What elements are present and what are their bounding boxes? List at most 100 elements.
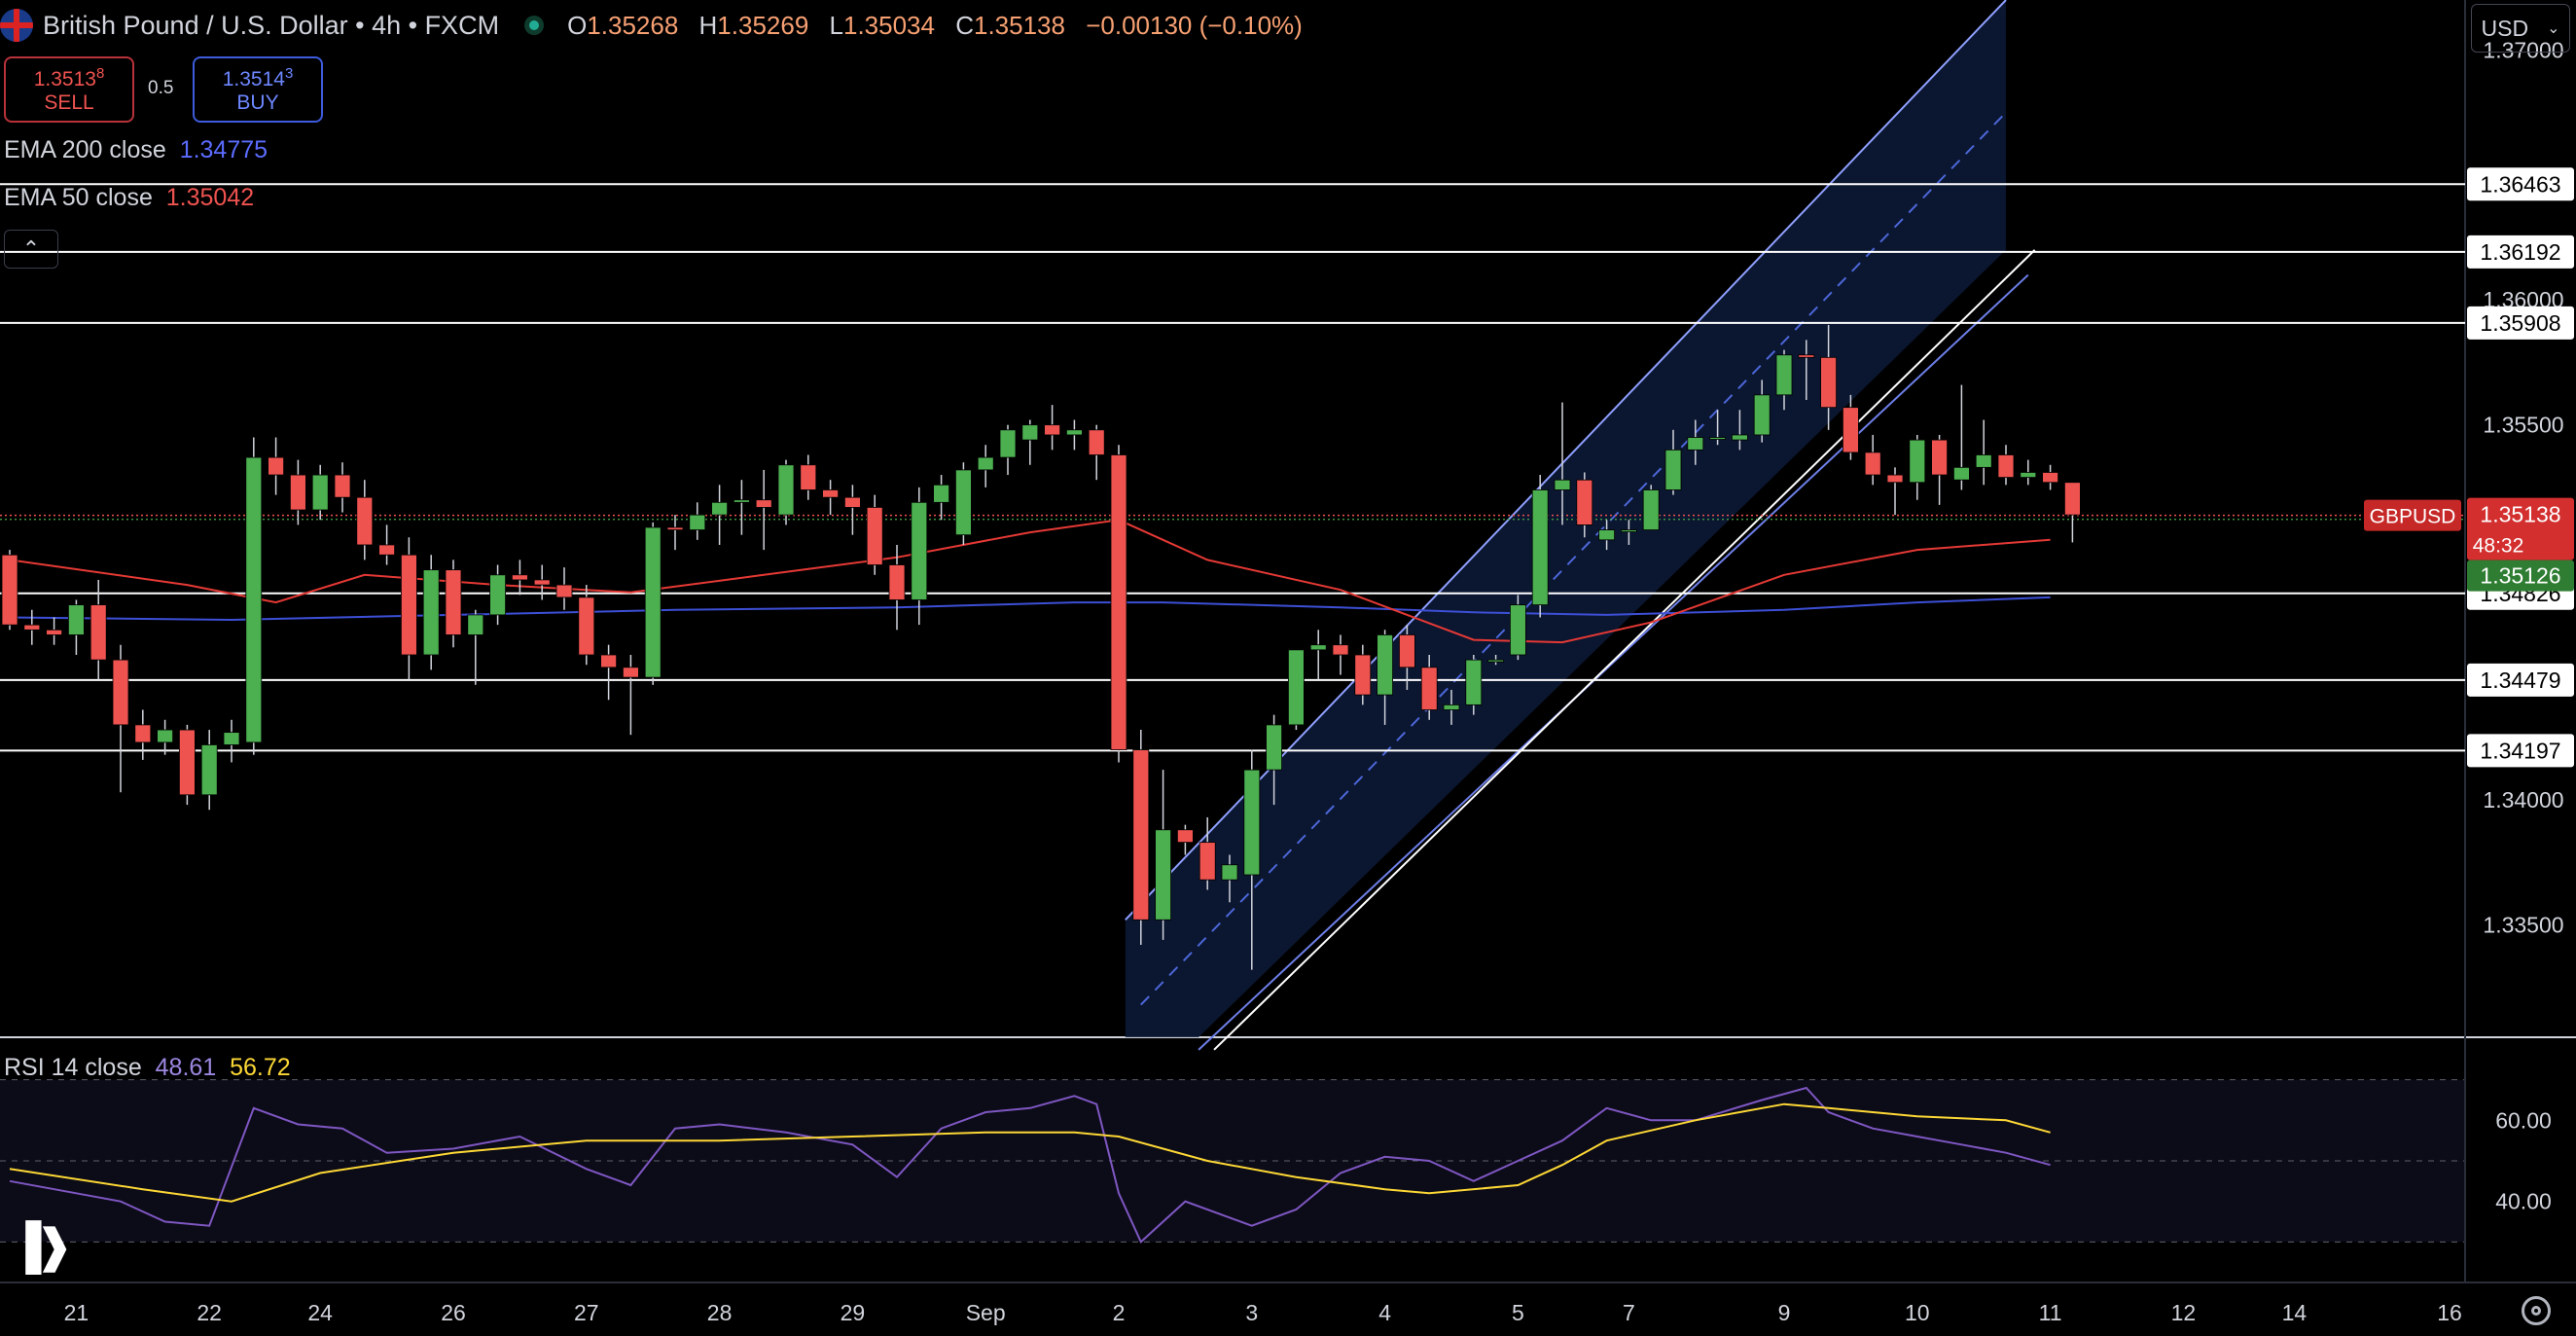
candle-body	[711, 501, 728, 516]
tradingview-logo[interactable]: ▐❱	[10, 1220, 73, 1271]
rsi-line	[9, 1086, 2051, 1244]
candle-body	[755, 499, 772, 508]
candle-body	[68, 604, 85, 635]
candle-body	[955, 469, 972, 536]
candle-body	[134, 724, 152, 743]
ohlc-values: O1.35268 H1.35269 L1.35034 C1.35138 −0.0…	[567, 10, 1303, 40]
chart-header: British Pound / U.S. Dollar • 4h • FXCM …	[0, 0, 1316, 51]
time-axis-tick: 2	[1113, 1300, 1126, 1325]
candle-body	[157, 729, 174, 743]
time-axis-tick: 10	[1905, 1300, 1930, 1325]
symbol-tag	[2364, 499, 2461, 531]
time-axis-tick: 3	[1245, 1300, 1258, 1325]
symbol-title[interactable]: British Pound / U.S. Dollar • 4h • FXCM	[43, 10, 500, 40]
candle-body	[1443, 704, 1460, 710]
level-price-label: 1.36192	[2480, 239, 2560, 265]
candle-body	[1953, 466, 1970, 481]
ema50-legend[interactable]: EMA 50 close 1.35042	[4, 184, 255, 211]
candle-body	[1531, 489, 1549, 606]
candle-body	[1155, 829, 1171, 921]
candle-body	[866, 507, 883, 565]
candle-body	[1487, 659, 1504, 663]
time-axis-tick: 21	[64, 1300, 89, 1325]
candle-body	[334, 474, 351, 498]
price-axis-tick: 1.34000	[2483, 787, 2563, 812]
time-axis-tick: 28	[707, 1300, 733, 1325]
time-axis-tick: 14	[2282, 1300, 2308, 1325]
currency-select[interactable]: USD ⌄	[2471, 4, 2570, 53]
candle-body	[1820, 356, 1837, 409]
candle-body	[1753, 394, 1771, 436]
candle-body	[1088, 429, 1105, 455]
channel-mid-line	[1140, 111, 2007, 1006]
level-price-label: 1.35908	[2480, 310, 2560, 336]
candle-body	[245, 456, 263, 743]
gear-icon[interactable]	[2522, 1296, 2551, 1325]
channel-fill	[1125, 0, 2006, 1037]
time-axis-tick: 11	[2039, 1300, 2062, 1325]
candle-body	[1931, 439, 1948, 476]
time-axis-tick: 7	[1623, 1300, 1635, 1325]
candle-body	[1354, 654, 1372, 696]
candle-body	[1798, 354, 1815, 358]
candle-body	[46, 629, 62, 635]
countdown-label: 48:32	[2473, 535, 2524, 558]
candle-body	[1, 554, 18, 626]
candle-body	[933, 484, 949, 503]
channel-lower-line	[1198, 273, 2029, 1051]
gbp-flag-icon	[0, 9, 33, 42]
candle-body	[89, 604, 107, 661]
candle-body	[1886, 474, 1904, 484]
buy-button[interactable]: 1.35143 BUY	[193, 56, 323, 123]
level-price-tag	[2467, 167, 2574, 201]
candle-body	[1843, 407, 1859, 453]
level-price-tag	[2467, 235, 2574, 269]
candle-body	[844, 496, 861, 508]
candle-body	[555, 584, 573, 598]
collapse-legend-button[interactable]: ⌃	[4, 230, 58, 269]
candle-body	[1332, 644, 1349, 656]
candle-body	[1243, 769, 1261, 876]
candle-body	[911, 501, 928, 600]
candle-body	[1266, 724, 1282, 771]
rsi-axis-tick: 40.00	[2495, 1189, 2552, 1214]
candle-body	[1642, 489, 1660, 530]
ema200-legend[interactable]: EMA 200 close 1.34775	[4, 136, 268, 163]
candle-body	[311, 474, 329, 511]
candle-body	[112, 659, 129, 726]
spread-value: 0.5	[148, 78, 174, 98]
candle-body	[689, 514, 706, 530]
candle-body	[1909, 439, 1926, 484]
candle-body	[1199, 842, 1216, 881]
trendline	[1213, 249, 2036, 1051]
candle-body	[1110, 454, 1127, 751]
time-axis-tick: 29	[841, 1300, 866, 1325]
time-axis-tick: 9	[1778, 1300, 1791, 1325]
candle-body	[1044, 424, 1060, 436]
candle-body	[23, 624, 41, 631]
rsi-legend[interactable]: RSI 14 close 48.61 56.72	[4, 1054, 291, 1081]
time-axis-tick: 26	[441, 1300, 466, 1325]
candle-body	[1732, 434, 1748, 441]
chevron-up-icon: ⌃	[21, 236, 41, 261]
sell-button[interactable]: 1.35138 SELL	[4, 56, 134, 123]
candle-body	[2020, 472, 2037, 479]
candle-body	[268, 456, 285, 476]
candle-body	[1066, 429, 1083, 436]
sell-label: SELL	[44, 90, 94, 114]
candle-body	[356, 496, 374, 546]
candle-body	[1021, 424, 1039, 441]
candle-body	[400, 554, 417, 656]
last-price-label: 1.35138	[2480, 502, 2560, 527]
candle-body	[2063, 482, 2081, 516]
candle-body	[422, 569, 440, 656]
sell-price: 1.35138	[33, 64, 105, 90]
time-axis-tick: Sep	[966, 1300, 1006, 1325]
candle-body	[777, 464, 795, 516]
level-price-label: 1.34197	[2480, 738, 2560, 763]
candle-body	[178, 729, 196, 796]
candle-body	[733, 499, 750, 503]
price-axis-tick: 1.37000	[2483, 37, 2563, 62]
candle-body	[1664, 449, 1682, 490]
